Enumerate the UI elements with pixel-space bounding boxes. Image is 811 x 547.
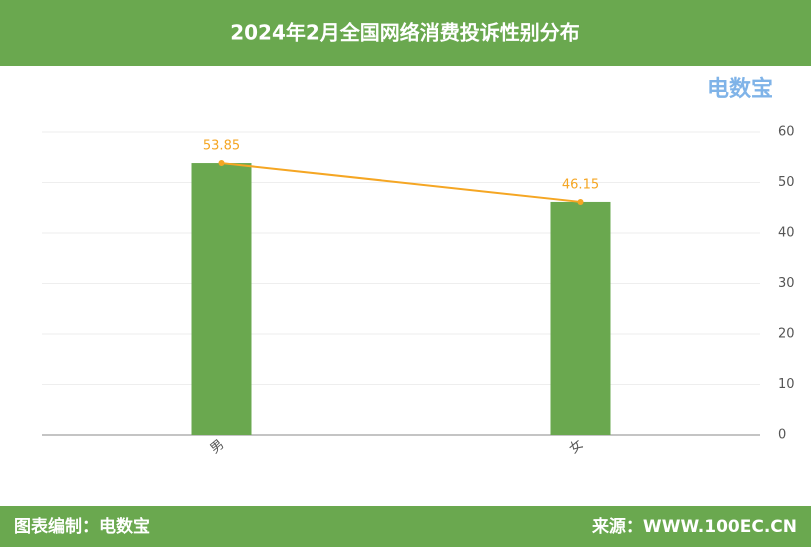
y-tick-label: 40 [778, 226, 795, 241]
line-point [577, 198, 584, 205]
line [221, 162, 581, 203]
value-label: 46.15 [562, 177, 599, 192]
line-point [218, 160, 225, 167]
bar [191, 163, 252, 435]
value-label: 53.85 [203, 139, 240, 154]
footer-bar [0, 506, 811, 547]
chart-title: 2024年2月全国网络消费投诉性别分布 [230, 21, 580, 45]
y-tick-label: 50 [778, 175, 795, 190]
logo: 电数宝 [707, 76, 773, 102]
y-tick-label: 60 [778, 125, 795, 140]
footer-left: 图表编制：电数宝 [14, 516, 150, 537]
header-bar [0, 0, 811, 66]
y-tick-label: 0 [778, 428, 786, 443]
bar [550, 201, 611, 435]
y-tick-label: 30 [778, 276, 795, 291]
y-tick-label: 20 [778, 327, 795, 342]
y-tick-label: 10 [778, 377, 795, 392]
footer-right: 来源：WWW.100EC.CN [591, 516, 797, 537]
